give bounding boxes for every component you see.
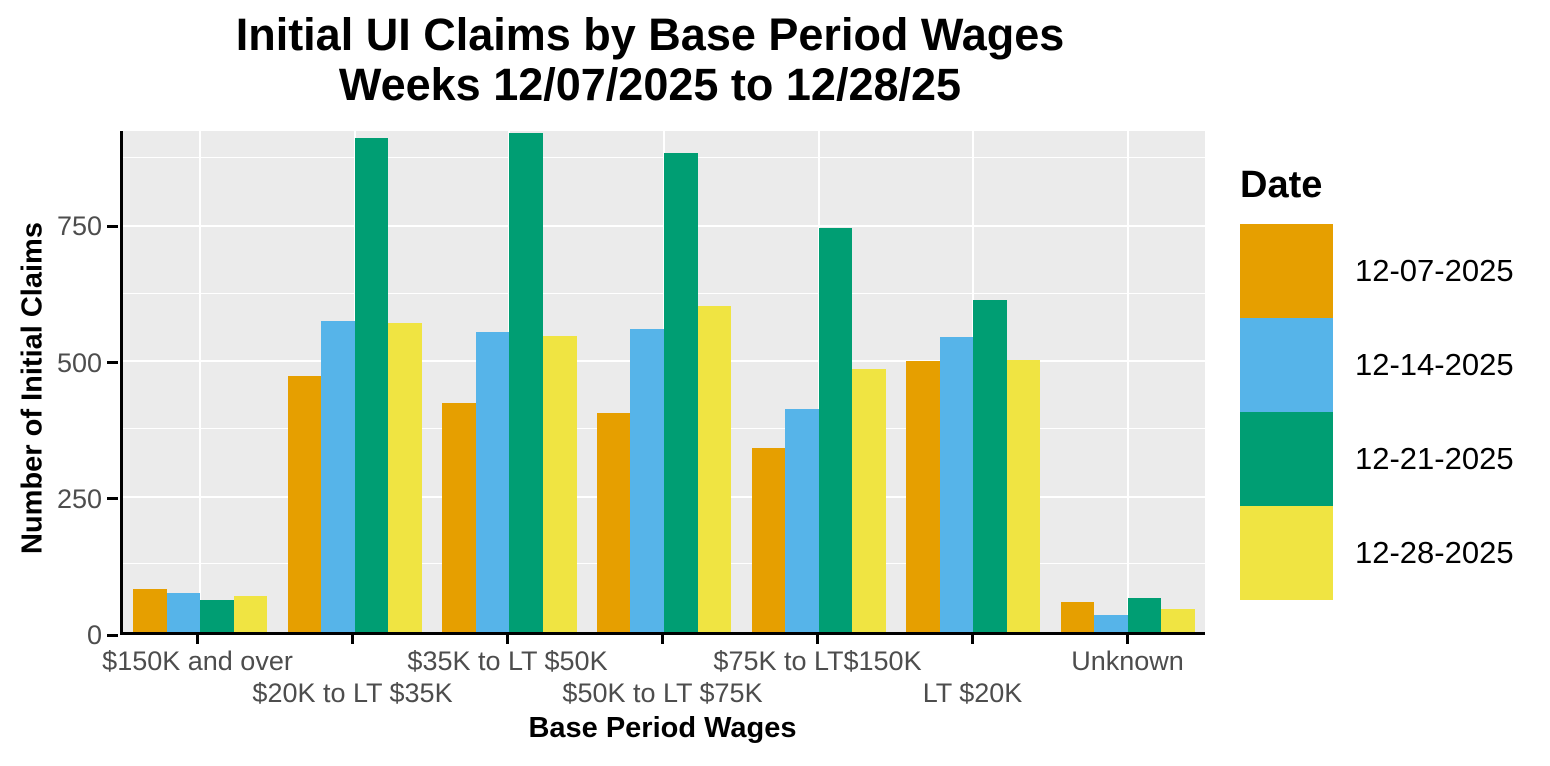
x-tick-mark (971, 635, 974, 644)
bar (287, 375, 322, 632)
bar-group (1050, 131, 1205, 632)
y-tick-label: 500 (56, 347, 102, 378)
y-tick-label: 750 (56, 211, 102, 242)
legend-title: Date (1240, 164, 1323, 206)
legend-key-swatch (1240, 224, 1333, 318)
legend-key-swatch (1240, 412, 1333, 506)
x-tick-label: $50K to LT $75K (562, 678, 763, 708)
gridline-x-major (1126, 131, 1129, 632)
y-tick-mark (107, 633, 118, 637)
bar (233, 596, 268, 632)
gridline-x-major (199, 131, 202, 632)
x-tick-label: $20K to LT $35K (252, 678, 453, 708)
bar (1127, 598, 1162, 632)
bar (818, 227, 853, 632)
x-tick-mark (506, 635, 509, 644)
bar (133, 589, 167, 632)
legend-item-label: 12-21-2025 (1355, 441, 1514, 476)
bar (354, 137, 389, 632)
chart-title-line2: Weeks 12/07/2025 to 12/28/25 (338, 59, 962, 111)
x-tick-mark (1126, 635, 1129, 644)
legend-items: 12-07-2025 12-14-2025 12-21-2025 12-28-2025 (1240, 224, 1514, 600)
bar (442, 402, 476, 632)
bar-group (741, 131, 896, 632)
gridline-x-major (817, 131, 820, 632)
y-tick-mark (107, 361, 118, 365)
x-tick-mark (661, 635, 664, 644)
bar-group (587, 131, 742, 632)
bar (596, 412, 631, 632)
bar-group (123, 131, 278, 632)
y-tick-mark (107, 497, 118, 501)
bar (906, 361, 940, 632)
gridline-minor (123, 157, 1205, 159)
bars-layer (123, 131, 1205, 632)
gridline-minor (123, 292, 1205, 294)
bar-group (278, 131, 433, 632)
bar (1060, 601, 1095, 632)
bar (751, 448, 786, 632)
bar (321, 320, 355, 632)
legend-item-label: 12-14-2025 (1355, 347, 1514, 382)
bar (166, 593, 201, 632)
x-tick-mark (816, 635, 819, 644)
x-tick-mark (196, 635, 199, 644)
legend-item-label: 12-07-2025 (1355, 253, 1514, 288)
x-tick-label: $150K and over (102, 646, 293, 676)
y-tick-label: 250 (56, 483, 102, 514)
x-tick-label: Unknown (1071, 646, 1184, 676)
x-tick-label: $35K to LT $50K (407, 646, 608, 676)
x-tick-mark (351, 635, 354, 644)
x-tick-label: $75K to LT$150K (713, 646, 922, 676)
bar (1006, 360, 1041, 632)
plot-panel (120, 131, 1205, 635)
bar (1161, 608, 1195, 632)
legend-key-swatch (1240, 318, 1333, 412)
legend-item-label: 12-28-2025 (1355, 535, 1514, 570)
bar (939, 337, 974, 632)
bar (542, 335, 577, 632)
x-axis-title: Base Period Wages (528, 712, 797, 744)
gridline-major (123, 224, 1205, 227)
y-tick-label: 0 (86, 620, 102, 650)
legend: Date 12-07-2025 12-14-2025 12-21-2025 12-28… (1240, 164, 1514, 600)
bar (509, 133, 543, 632)
legend-item: 12-28-2025 (1240, 506, 1514, 600)
legend-item: 12-07-2025 (1240, 224, 1514, 318)
bar (630, 328, 665, 632)
bar (697, 305, 732, 632)
bar-group (896, 131, 1051, 632)
legend-item: 12-21-2025 (1240, 412, 1514, 506)
bar (852, 369, 886, 632)
chart-title-line1: Initial UI Claims by Base Period Wages (235, 9, 1065, 60)
bar (664, 153, 698, 632)
bar (1094, 614, 1128, 632)
bar (475, 332, 510, 632)
bar (785, 409, 819, 632)
chart-title: Initial UI Claims by Base Period Wages W… (0, 9, 1300, 111)
bar (200, 599, 234, 632)
bar-group (432, 131, 587, 632)
bar (973, 300, 1007, 632)
y-tick-mark (107, 224, 118, 228)
legend-item: 12-14-2025 (1240, 318, 1514, 412)
bar (388, 322, 422, 632)
x-tick-label: LT $20K (922, 678, 1023, 708)
legend-key-swatch (1240, 506, 1333, 600)
